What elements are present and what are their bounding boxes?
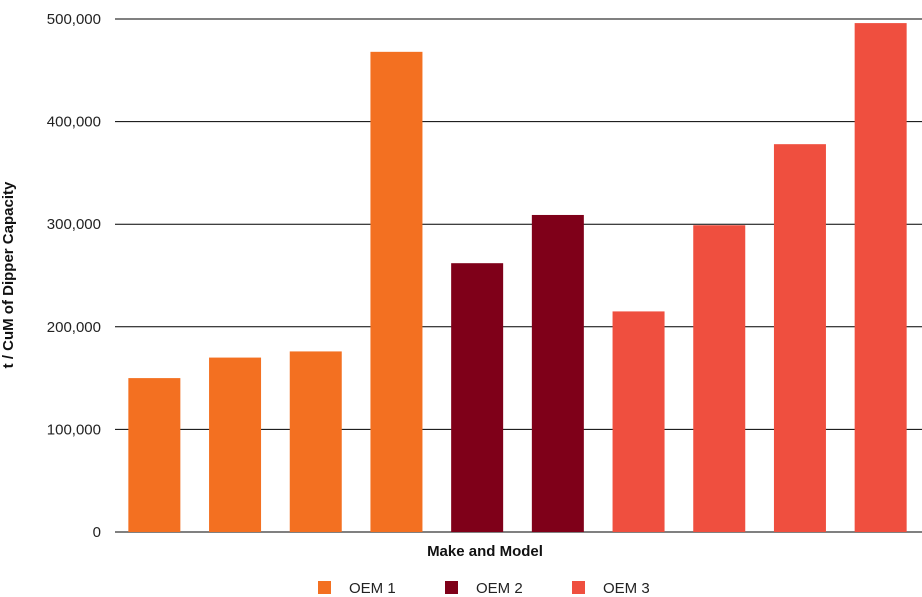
legend: OEM 1 OEM 2 OEM 3 bbox=[318, 580, 650, 597]
legend-label: OEM 3 bbox=[603, 580, 650, 597]
y-axis-title: t / CuM of Dipper Capacity bbox=[0, 181, 17, 368]
legend-swatch bbox=[572, 581, 585, 594]
legend-swatch bbox=[445, 581, 458, 594]
bar bbox=[451, 263, 504, 532]
y-tick-label: 200,000 bbox=[47, 319, 101, 336]
bars bbox=[128, 23, 907, 532]
y-tick-label: 300,000 bbox=[47, 216, 101, 233]
bar bbox=[128, 378, 181, 532]
legend-label: OEM 1 bbox=[349, 580, 396, 597]
bar bbox=[209, 357, 262, 532]
bar bbox=[854, 23, 907, 532]
bar bbox=[531, 214, 584, 532]
legend-swatch bbox=[318, 581, 331, 594]
legend-label: OEM 2 bbox=[476, 580, 523, 597]
y-tick-label: 0 bbox=[93, 524, 101, 541]
y-axis-ticks: 0 100,000 200,000 300,000 400,000 500,000 bbox=[47, 11, 101, 541]
y-tick-label: 400,000 bbox=[47, 114, 101, 131]
bar bbox=[289, 351, 342, 532]
bar bbox=[612, 311, 665, 532]
x-axis-title: Make and Model bbox=[427, 543, 543, 560]
y-tick-label: 100,000 bbox=[47, 421, 101, 438]
y-tick-label: 500,000 bbox=[47, 11, 101, 28]
bar bbox=[693, 225, 746, 532]
bar bbox=[773, 144, 826, 532]
bar bbox=[370, 51, 423, 532]
